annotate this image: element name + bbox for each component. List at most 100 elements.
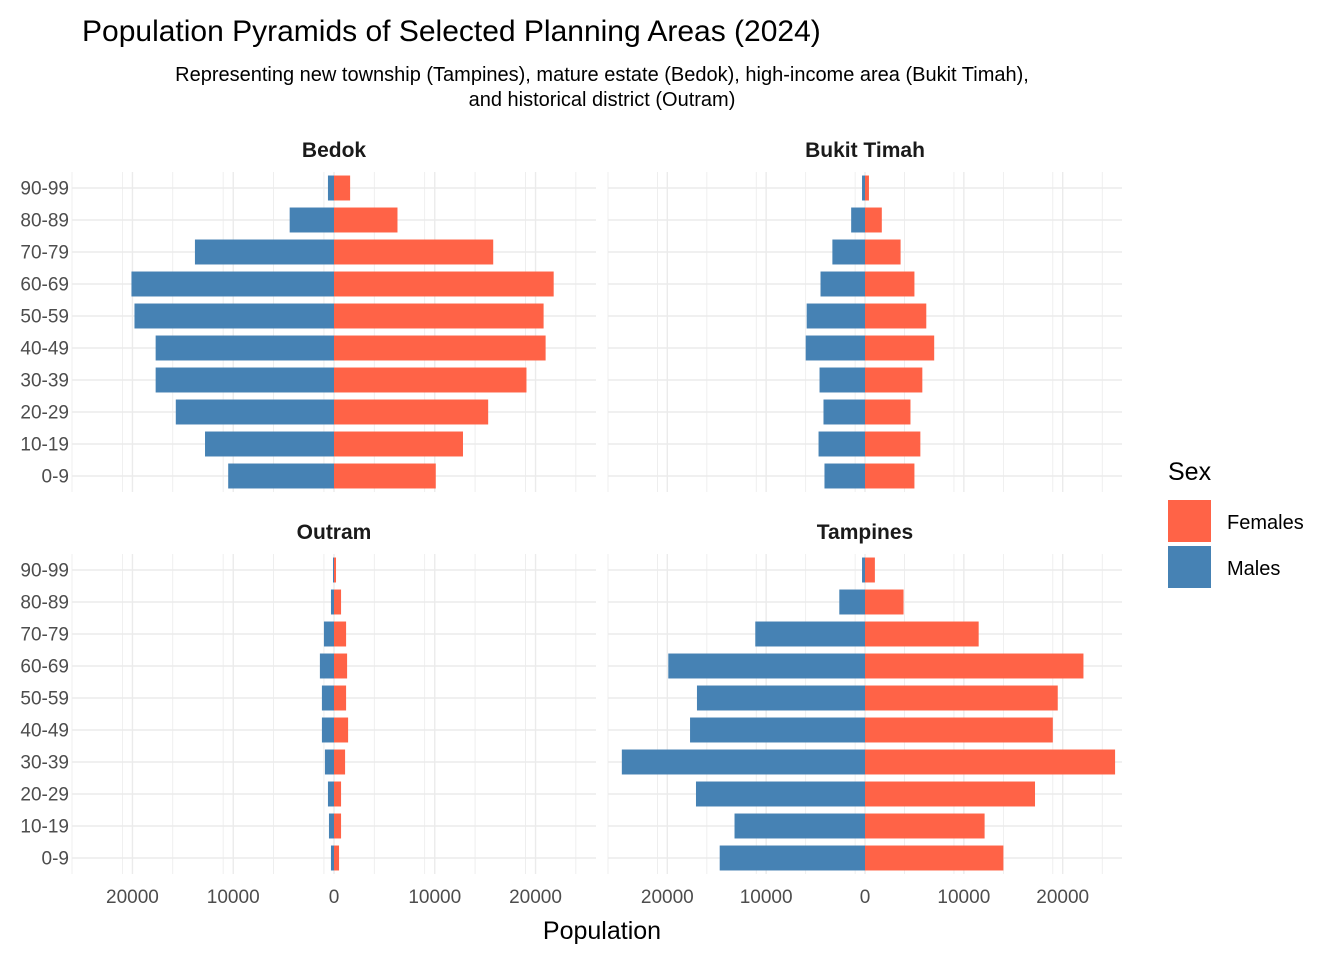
bar-males-bedok-30-39 — [155, 367, 334, 393]
y-tick-label: 30-39 — [20, 371, 69, 392]
bar-females-bedok-30-39 — [334, 367, 527, 393]
facet-strip-label: Bedok — [302, 139, 367, 162]
x-axis-title: Population — [543, 917, 661, 945]
bar-males-tampines-70-79 — [755, 621, 865, 647]
x-tick-label: 10000 — [408, 887, 461, 908]
bar-males-bukit-timah-30-39 — [819, 367, 865, 393]
bar-males-bedok-80-89 — [289, 207, 334, 233]
y-tick-label: 60-69 — [20, 275, 69, 296]
bar-females-bedok-10-19 — [334, 431, 463, 457]
facet-panel-bukit-timah: Bukit Timah — [607, 139, 1122, 492]
chart-subtitle-line-2: and historical district (Outram) — [469, 89, 736, 111]
x-tick-label: 20000 — [641, 887, 694, 908]
x-tick-label: 20000 — [1036, 887, 1089, 908]
y-tick-label: 10-19 — [20, 435, 69, 456]
bar-males-outram-80-89 — [330, 589, 334, 615]
bar-females-bukit-timah-10-19 — [865, 431, 921, 457]
bar-females-outram-80-89 — [334, 589, 342, 615]
y-tick-label: 20-29 — [20, 785, 69, 806]
bar-males-tampines-50-59 — [696, 685, 865, 711]
bar-females-tampines-50-59 — [865, 685, 1058, 711]
bar-males-bedok-70-79 — [194, 239, 334, 265]
bar-females-bedok-60-69 — [334, 271, 554, 297]
bar-females-tampines-80-89 — [865, 589, 904, 615]
y-tick-label: 0-9 — [42, 467, 69, 488]
x-tick-label: 10000 — [937, 887, 990, 908]
bar-females-bukit-timah-30-39 — [865, 367, 923, 393]
y-tick-label: 80-89 — [20, 593, 69, 614]
bar-males-outram-60-69 — [319, 653, 334, 679]
bar-females-tampines-40-49 — [865, 717, 1053, 743]
bar-males-outram-20-29 — [327, 781, 334, 807]
bar-females-tampines-90-99 — [865, 557, 875, 583]
bar-females-outram-30-39 — [334, 749, 346, 775]
bar-males-bedok-50-59 — [134, 303, 334, 329]
y-tick-label: 40-49 — [20, 721, 69, 742]
bar-females-bukit-timah-60-69 — [865, 271, 915, 297]
bar-females-outram-0-9 — [334, 845, 340, 871]
bar-males-tampines-10-19 — [734, 813, 865, 839]
x-tick-label: 10000 — [207, 887, 260, 908]
facet-panels: Bedok 0-9 10-19 20-29 30-39 40-49 50-59 60-69 70… — [20, 139, 1122, 908]
bar-females-tampines-30-39 — [865, 749, 1116, 775]
bar-females-outram-60-69 — [334, 653, 348, 679]
bar-males-bedok-0-9 — [228, 463, 334, 489]
bar-females-outram-90-99 — [334, 557, 337, 583]
x-tick-label: 0 — [860, 887, 871, 908]
legend: Sex Females Males — [1168, 458, 1304, 588]
facet-strip-label: Bukit Timah — [805, 139, 925, 162]
facet-panel-outram: Outram 0-9 10-19 20-29 30-39 40-49 50-59 60-69 7… — [20, 521, 596, 908]
bar-males-bedok-90-99 — [327, 175, 334, 201]
facet-panel-tampines: Tampines 20000 10000 0 10000 20000 — [607, 521, 1122, 908]
facet-panel-bedok: Bedok 0-9 10-19 20-29 30-39 40-49 50-59 60-69 70… — [20, 139, 596, 492]
bar-females-tampines-10-19 — [865, 813, 985, 839]
legend-label-males: Males — [1227, 558, 1280, 580]
y-tick-label: 80-89 — [20, 211, 69, 232]
bar-males-bedok-10-19 — [205, 431, 334, 457]
bar-females-bukit-timah-40-49 — [865, 335, 935, 361]
bar-females-bedok-50-59 — [334, 303, 544, 329]
bar-females-bedok-40-49 — [334, 335, 546, 361]
bar-males-tampines-30-39 — [621, 749, 865, 775]
bar-females-outram-40-49 — [334, 717, 349, 743]
bar-males-outram-70-79 — [323, 621, 334, 647]
bar-males-bukit-timah-90-99 — [862, 175, 865, 201]
bar-females-bedok-80-89 — [334, 207, 398, 233]
bar-females-outram-50-59 — [334, 685, 347, 711]
y-tick-label: 90-99 — [20, 179, 69, 200]
y-tick-label: 70-79 — [20, 625, 69, 646]
bar-females-bukit-timah-20-29 — [865, 399, 911, 425]
bar-females-bedok-70-79 — [334, 239, 494, 265]
bar-males-bedok-20-29 — [175, 399, 334, 425]
bar-females-bedok-0-9 — [334, 463, 436, 489]
bar-males-outram-90-99 — [332, 557, 334, 583]
bar-females-tampines-0-9 — [865, 845, 1004, 871]
bar-females-tampines-60-69 — [865, 653, 1084, 679]
bar-males-tampines-90-99 — [862, 557, 865, 583]
y-tick-label: 50-59 — [20, 689, 69, 710]
bar-males-outram-0-9 — [330, 845, 334, 871]
bar-females-bukit-timah-80-89 — [865, 207, 882, 233]
facet-strip-label: Tampines — [817, 521, 913, 544]
legend-key-females — [1168, 500, 1211, 542]
facet-strip-label: Outram — [297, 521, 372, 544]
bar-males-outram-30-39 — [324, 749, 334, 775]
y-tick-label: 0-9 — [42, 849, 69, 870]
bar-males-tampines-20-29 — [695, 781, 865, 807]
bar-females-outram-20-29 — [334, 781, 342, 807]
bar-males-outram-10-19 — [328, 813, 334, 839]
x-tick-label: 20000 — [106, 887, 159, 908]
bar-males-bukit-timah-10-19 — [818, 431, 865, 457]
bar-males-outram-40-49 — [321, 717, 334, 743]
bar-females-bukit-timah-50-59 — [865, 303, 927, 329]
y-tick-label: 90-99 — [20, 561, 69, 582]
bar-males-bukit-timah-0-9 — [824, 463, 865, 489]
bar-males-outram-50-59 — [321, 685, 334, 711]
y-tick-label: 40-49 — [20, 339, 69, 360]
bar-males-tampines-0-9 — [719, 845, 865, 871]
bar-males-bukit-timah-70-79 — [832, 239, 865, 265]
bar-females-tampines-20-29 — [865, 781, 1036, 807]
bar-females-bedok-90-99 — [334, 175, 351, 201]
bar-females-bukit-timah-70-79 — [865, 239, 901, 265]
